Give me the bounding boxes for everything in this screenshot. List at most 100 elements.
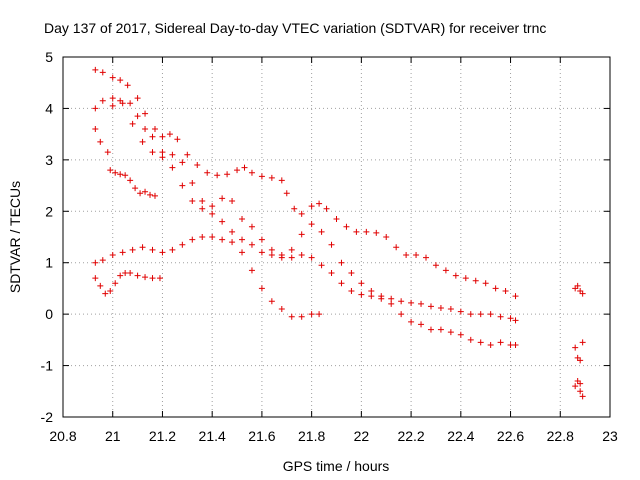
data-point	[437, 304, 444, 311]
data-point	[577, 380, 584, 387]
data-point	[492, 285, 499, 292]
data-point	[99, 69, 106, 76]
data-point	[577, 357, 584, 364]
y-tick-label: -2	[41, 409, 54, 425]
data-point	[204, 169, 211, 176]
data-point	[248, 267, 255, 274]
data-point	[99, 97, 106, 104]
data-point	[189, 180, 196, 186]
data-point	[104, 149, 111, 156]
data-point	[288, 254, 295, 261]
x-tick-label: 23	[602, 428, 618, 444]
data-point	[457, 331, 464, 338]
data-point	[209, 234, 216, 240]
data-point	[194, 162, 201, 168]
data-point	[107, 288, 114, 294]
data-point	[97, 282, 104, 289]
data-point	[112, 169, 119, 176]
data-point	[393, 244, 400, 251]
data-point	[219, 236, 226, 243]
data-point	[283, 190, 290, 197]
data-point	[234, 167, 241, 174]
data-point	[278, 306, 285, 312]
data-point	[497, 313, 504, 320]
data-point	[278, 177, 285, 184]
data-point	[239, 216, 246, 222]
data-point	[142, 274, 149, 281]
data-point	[413, 252, 420, 258]
data-point	[298, 210, 305, 217]
data-point	[92, 66, 99, 73]
x-tick-label: 22.2	[397, 428, 424, 444]
data-point	[151, 192, 158, 199]
data-point	[224, 171, 231, 178]
series-track-1	[92, 66, 519, 300]
data-point	[467, 311, 474, 318]
data-point	[239, 236, 246, 243]
data-point	[427, 326, 434, 333]
data-point	[139, 244, 146, 251]
data-point	[487, 311, 494, 318]
data-point	[239, 249, 246, 256]
y-tick-label: 1	[45, 255, 53, 271]
data-point	[189, 236, 196, 243]
data-point	[184, 151, 191, 158]
data-point	[316, 311, 323, 318]
x-tick-label: 20.8	[49, 428, 76, 444]
data-point	[497, 339, 504, 346]
data-point	[291, 205, 298, 212]
data-point	[156, 275, 163, 282]
data-point	[278, 252, 285, 258]
data-point	[398, 311, 405, 318]
data-point	[579, 393, 586, 400]
data-point	[502, 288, 509, 294]
data-point	[117, 171, 124, 178]
x-tick-label: 21.8	[298, 428, 325, 444]
data-point	[512, 317, 519, 324]
data-point	[308, 203, 315, 210]
data-point	[403, 252, 410, 258]
data-point	[127, 100, 134, 107]
data-point	[343, 223, 350, 230]
data-point	[134, 95, 141, 102]
data-point	[378, 293, 385, 300]
data-point	[109, 95, 116, 102]
data-point	[229, 198, 236, 204]
y-tick-label: 2	[45, 203, 53, 219]
data-point	[219, 195, 226, 202]
series-track-7	[572, 282, 586, 297]
data-point	[288, 246, 295, 253]
data-point	[134, 113, 141, 120]
data-point	[112, 280, 119, 287]
grid	[63, 57, 610, 417]
data-point	[117, 97, 124, 104]
data-point	[209, 210, 216, 217]
data-point	[333, 216, 340, 222]
y-tick-label: 3	[45, 152, 53, 168]
data-point	[229, 228, 236, 235]
data-point	[258, 173, 265, 180]
y-axis-label: SDTVAR / TECUs	[7, 181, 23, 293]
data-point	[147, 191, 154, 198]
data-point	[109, 102, 116, 109]
x-tick-label: 22.6	[497, 428, 524, 444]
data-point	[437, 326, 444, 333]
data-point	[174, 136, 181, 143]
data-point	[102, 290, 109, 297]
data-point	[318, 262, 325, 269]
data-point	[149, 133, 156, 140]
data-point	[129, 246, 136, 253]
data-point	[358, 291, 365, 298]
data-point	[298, 313, 305, 320]
y-tick-label: 0	[45, 306, 53, 322]
data-point	[209, 203, 216, 210]
data-point	[219, 218, 226, 225]
data-point	[487, 342, 494, 348]
data-point	[137, 190, 144, 197]
data-point	[268, 298, 275, 305]
data-point	[268, 252, 275, 258]
data-point	[308, 311, 315, 318]
data-point	[199, 198, 206, 204]
data-point	[477, 311, 484, 318]
data-point	[109, 252, 116, 258]
